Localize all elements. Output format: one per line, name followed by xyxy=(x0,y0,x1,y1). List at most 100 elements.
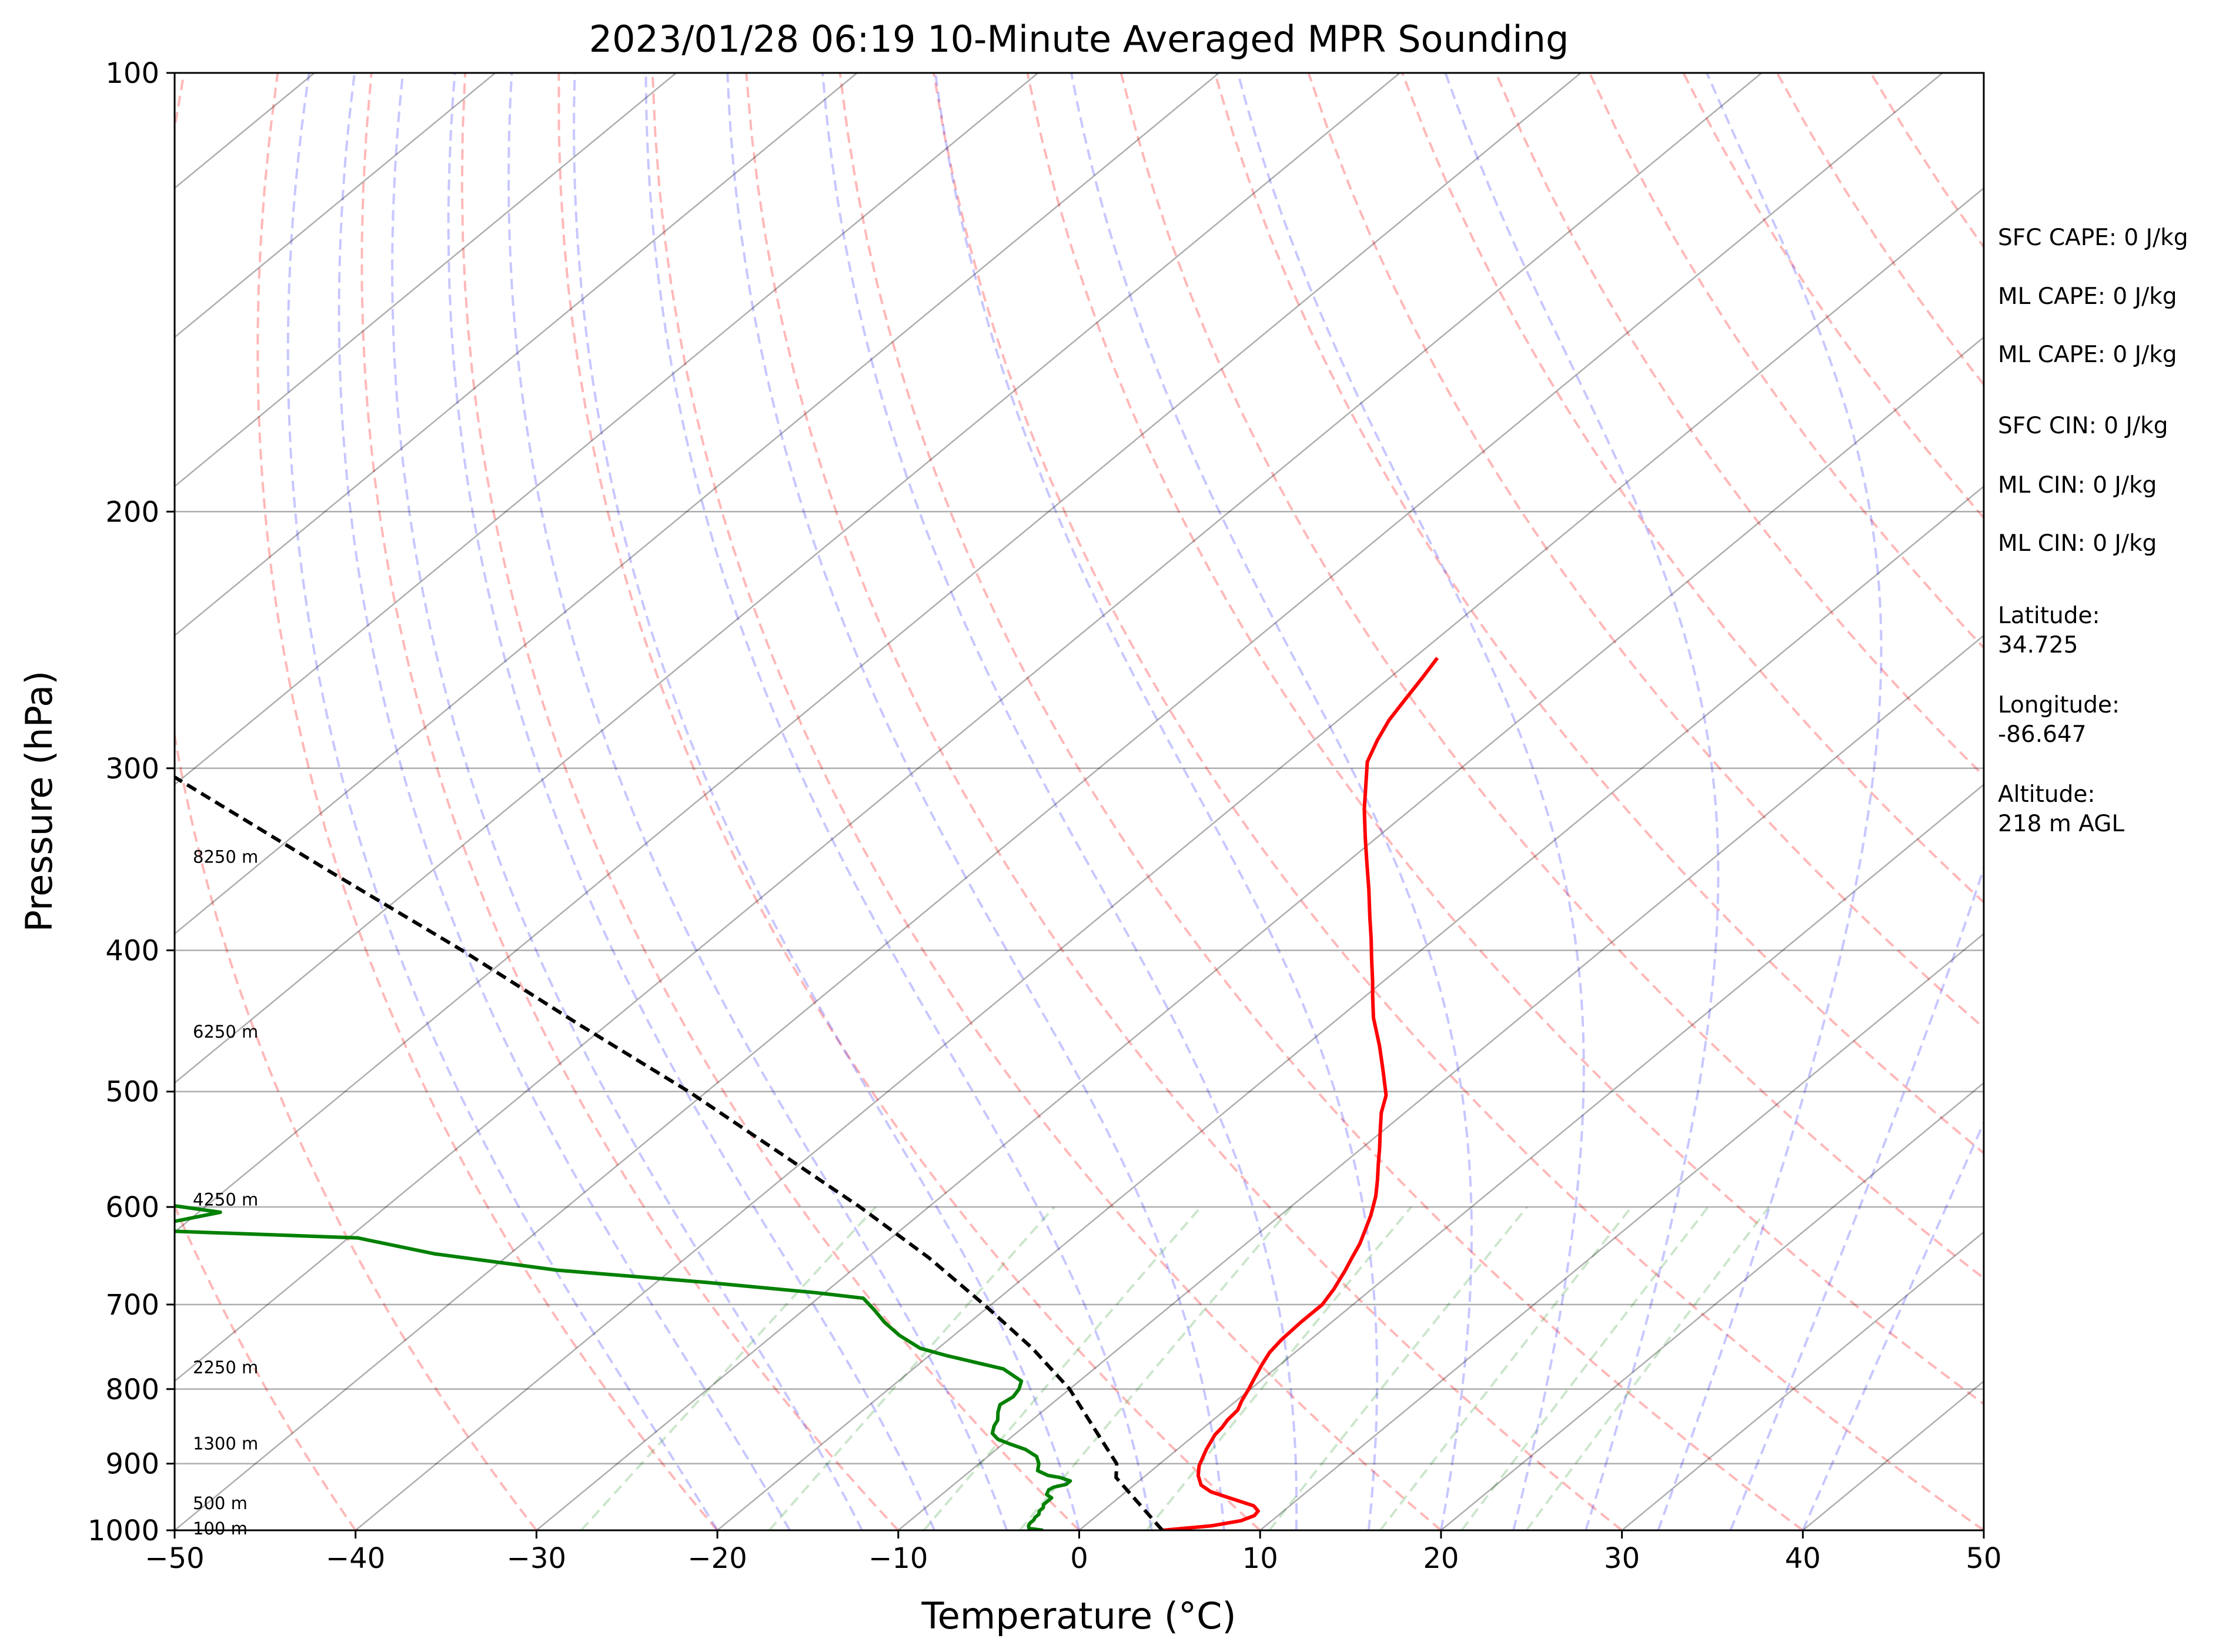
dewpoint-trace xyxy=(175,1204,1072,1530)
dry-adiabat-line xyxy=(1026,73,1984,1406)
x-tick-label: −30 xyxy=(507,1542,566,1575)
y-tick-label: 400 xyxy=(105,935,159,968)
dry-adiabat-line xyxy=(1401,73,1984,904)
dry-adiabat-line xyxy=(557,73,1261,1530)
isotherm-line xyxy=(717,485,1984,1530)
mixing-ratio-line xyxy=(1525,1206,1770,1530)
dry-adiabat-line xyxy=(460,73,1080,1530)
axis-ticks: −50 −40 −30 −20 −10 0 10 20 30 40 50 100 200 300 400 50… xyxy=(88,57,2002,1575)
moist-adiabat-line xyxy=(726,73,1225,1530)
longitude-value: -86.647 xyxy=(1998,721,2087,748)
isotherm-line xyxy=(1078,784,1984,1530)
isotherm-line xyxy=(175,73,1039,786)
dry-adiabat-line xyxy=(360,73,900,1530)
height-label: 2250 m xyxy=(193,1357,258,1377)
longitude-label: Longitude: xyxy=(1998,692,2120,718)
x-axis-label: Temperature (°C) xyxy=(921,1594,1236,1637)
moist-adiabat-line xyxy=(286,73,718,1530)
isotherm-line xyxy=(175,73,1763,1382)
background-lines xyxy=(175,73,1984,1530)
y-tick-label: 300 xyxy=(105,753,159,785)
moist-adiabat-line xyxy=(1657,73,1883,1530)
ml-cin-text: ML CIN: 0 J/kg xyxy=(1998,472,2157,499)
isotherm-line xyxy=(1259,932,1984,1530)
moist-adiabat-line xyxy=(391,73,864,1530)
mixing-ratio-line xyxy=(580,1206,877,1530)
moist-adiabat-line xyxy=(644,73,1153,1530)
sfc-cin-text: SFC CIN: 0 J/kg xyxy=(1998,413,2168,439)
x-tick-label: 40 xyxy=(1785,1542,1821,1575)
dry-adiabat-line xyxy=(932,73,1984,1530)
y-tick-label: 200 xyxy=(105,496,159,529)
height-label: 4250 m xyxy=(193,1189,258,1209)
dry-adiabat-line xyxy=(1214,73,1984,1155)
height-labels: 8250 m 6250 m 4250 m 2250 m 1300 m 500 m 100 m xyxy=(193,847,258,1539)
y-tick-label: 800 xyxy=(105,1373,159,1406)
chart-title: 2023/01/28 06:19 10-Minute Averaged MPR … xyxy=(589,18,1569,61)
mixing-ratio-line xyxy=(1460,1206,1709,1530)
y-tick-label: 500 xyxy=(105,1076,159,1109)
isotherm-line xyxy=(175,73,1220,935)
height-label: 8250 m xyxy=(193,847,258,867)
sfc-cape-text: SFC CAPE: 0 J/kg xyxy=(1998,225,2188,251)
mixing-ratio-line xyxy=(1379,1206,1633,1530)
isotherm-line xyxy=(175,73,858,637)
y-axis-label: Pressure (hPa) xyxy=(18,671,61,932)
x-tick-label: 30 xyxy=(1604,1542,1640,1575)
moist-adiabat-line xyxy=(337,73,791,1530)
sounding-traces xyxy=(175,657,1439,1530)
isotherm-line xyxy=(175,73,1943,1530)
ml-cin-text-2: ML CIN: 0 J/kg xyxy=(1998,530,2157,557)
x-tick-label: −40 xyxy=(326,1542,385,1575)
latitude-label: Latitude: xyxy=(1998,603,2100,629)
height-label: 1300 m xyxy=(193,1434,258,1454)
moist-adiabat-line xyxy=(1444,73,1720,1530)
altitude-label: Altitude: xyxy=(1998,781,2095,808)
mixing-ratio-line xyxy=(1268,1206,1528,1530)
height-label: 100 m xyxy=(193,1519,248,1539)
isotherm-line xyxy=(1621,1231,1984,1530)
isotherm-line xyxy=(1440,1082,1984,1530)
moist-adiabat-line xyxy=(573,73,1081,1530)
dry-adiabat-line xyxy=(175,1203,357,1530)
temperature-trace xyxy=(1162,657,1439,1530)
ml-cape-text-2: ML CAPE: 0 J/kg xyxy=(1998,342,2177,368)
x-tick-label: 0 xyxy=(1070,1542,1088,1575)
isotherm-line xyxy=(898,634,1984,1530)
y-tick-label: 100 xyxy=(105,57,159,90)
y-tick-label: 900 xyxy=(105,1448,159,1481)
x-tick-label: −20 xyxy=(687,1542,747,1575)
mixing-ratio-line xyxy=(1145,1206,1412,1530)
isotherm-line xyxy=(355,187,1984,1530)
moist-adiabat-line xyxy=(1801,1119,1984,1530)
ml-cape-text: ML CAPE: 0 J/kg xyxy=(1998,283,2177,310)
altitude-value: 218 m AGL xyxy=(1998,811,2124,837)
height-label: 6250 m xyxy=(193,1022,258,1042)
isotherm-line xyxy=(175,73,496,339)
x-tick-label: −10 xyxy=(868,1542,928,1575)
x-tick-label: 20 xyxy=(1423,1542,1459,1575)
moist-adiabat-line xyxy=(447,73,936,1530)
moist-adiabat-line xyxy=(507,73,1008,1530)
isotherm-line xyxy=(175,73,677,487)
height-label: 500 m xyxy=(193,1493,248,1513)
dry-adiabat-line xyxy=(256,73,718,1530)
sounding-indices: SFC CAPE: 0 J/kg ML CAPE: 0 J/kg ML CAPE… xyxy=(1998,225,2188,837)
mixing-ratio-line xyxy=(768,1206,1055,1530)
dry-adiabat-line xyxy=(838,73,1804,1530)
isotherm-line xyxy=(175,73,1582,1233)
dry-adiabat-line xyxy=(651,73,1442,1530)
dry-adiabat-line xyxy=(1307,73,1984,1029)
y-tick-label: 600 xyxy=(105,1191,159,1224)
x-tick-label: 10 xyxy=(1242,1542,1278,1575)
dry-adiabat-line xyxy=(745,73,1623,1530)
x-tick-label: 50 xyxy=(1966,1542,2001,1575)
isotherm-line xyxy=(175,73,1401,1084)
isotherm-line xyxy=(536,336,1984,1530)
mixing-ratio-line xyxy=(923,1206,1202,1530)
dry-adiabat-line xyxy=(175,73,537,1530)
moist-adiabat-line xyxy=(821,73,1298,1530)
y-tick-label: 700 xyxy=(105,1289,159,1322)
